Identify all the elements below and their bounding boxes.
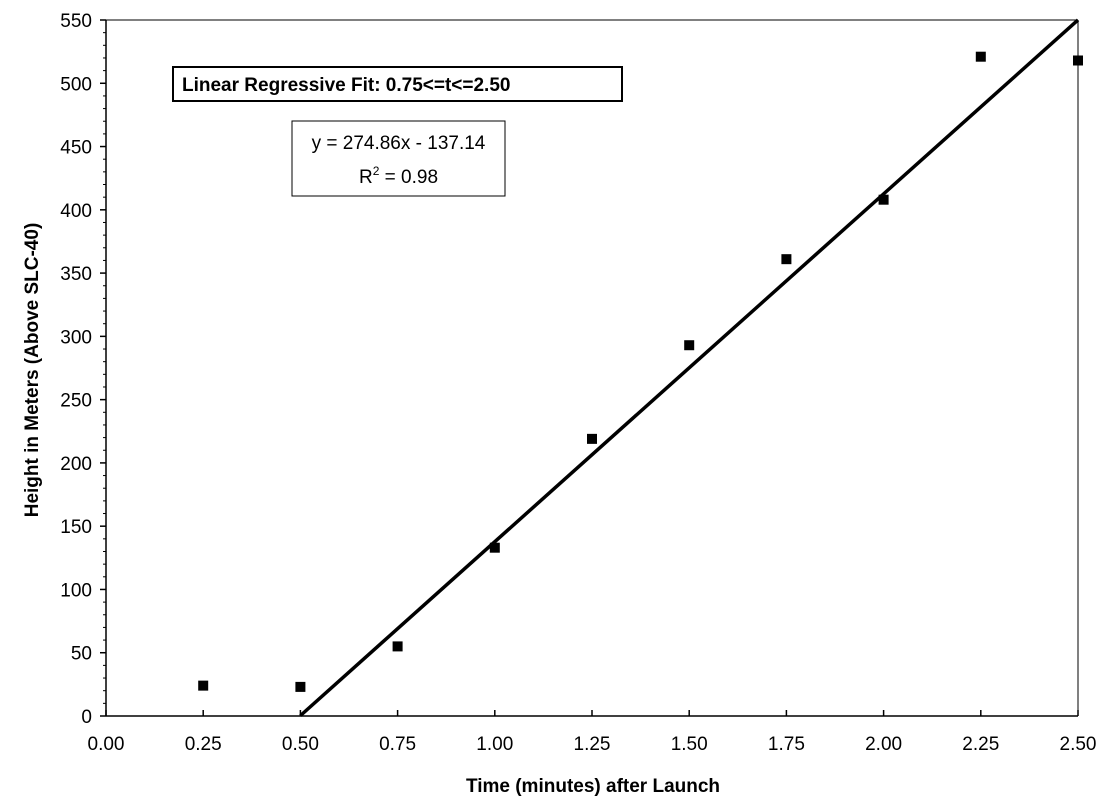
- y-tick-label: 300: [60, 327, 92, 348]
- fit-title-box: Linear Regressive Fit: 0.75<=t<=2.50: [172, 66, 623, 102]
- data-point: [392, 641, 403, 652]
- regression-line: [299, 18, 1080, 717]
- data-point: [295, 681, 306, 692]
- x-tick-label: 1.25: [574, 734, 611, 755]
- x-tick-label: 1.50: [671, 734, 708, 755]
- x-tick-label: 1.00: [476, 734, 513, 755]
- y-tick-label: 400: [60, 201, 92, 222]
- y-tick-label: 200: [60, 454, 92, 475]
- equation-text: y = 274.86x - 137.14: [312, 133, 486, 154]
- data-point: [587, 433, 597, 444]
- data-point: [781, 254, 792, 265]
- plot-area: 0 50 100 150 200 250 300 350 400 450 500 550 0.00 0.2…: [60, 11, 1096, 755]
- x-tick-label: 1.75: [768, 734, 805, 755]
- r2-prefix: R: [359, 167, 373, 188]
- fit-title-text: Linear Regressive Fit: 0.75<=t<=2.50: [182, 75, 510, 96]
- equation-box: y = 274.86x - 137.14 R2 = 0.98: [291, 120, 506, 197]
- y-axis-title: Height in Meters (Above SLC-40): [22, 223, 43, 518]
- x-axis-title: Time (minutes) after Launch: [466, 776, 720, 797]
- y-tick-label: 250: [60, 391, 92, 412]
- x-tick-label: 2.00: [865, 734, 902, 755]
- data-point: [878, 194, 889, 205]
- x-tick-label: 0.00: [88, 734, 125, 755]
- x-tick-label: 2.25: [962, 734, 999, 755]
- x-tick-label: 0.50: [282, 734, 319, 755]
- data-point: [198, 680, 209, 691]
- x-tick-label: 0.25: [185, 734, 222, 755]
- y-tick-label: 0: [81, 707, 92, 728]
- y-tick-label: 50: [71, 644, 92, 665]
- y-tick-label: 450: [60, 138, 92, 159]
- data-point: [489, 542, 500, 553]
- r2-text: R2 = 0.98: [359, 164, 438, 188]
- data-point: [975, 51, 986, 62]
- y-tick-label: 150: [60, 517, 92, 538]
- y-tick-label: 550: [60, 11, 92, 32]
- y-tick-label: 100: [60, 580, 92, 601]
- y-tick-label: 350: [60, 264, 92, 285]
- x-tick-label: 0.75: [379, 734, 416, 755]
- data-point: [1073, 55, 1083, 66]
- data-point: [684, 340, 695, 351]
- r2-exponent: 2: [373, 164, 380, 178]
- x-tick-label: 2.50: [1060, 734, 1097, 755]
- y-tick-label: 500: [60, 74, 92, 95]
- r2-suffix: = 0.98: [379, 167, 438, 188]
